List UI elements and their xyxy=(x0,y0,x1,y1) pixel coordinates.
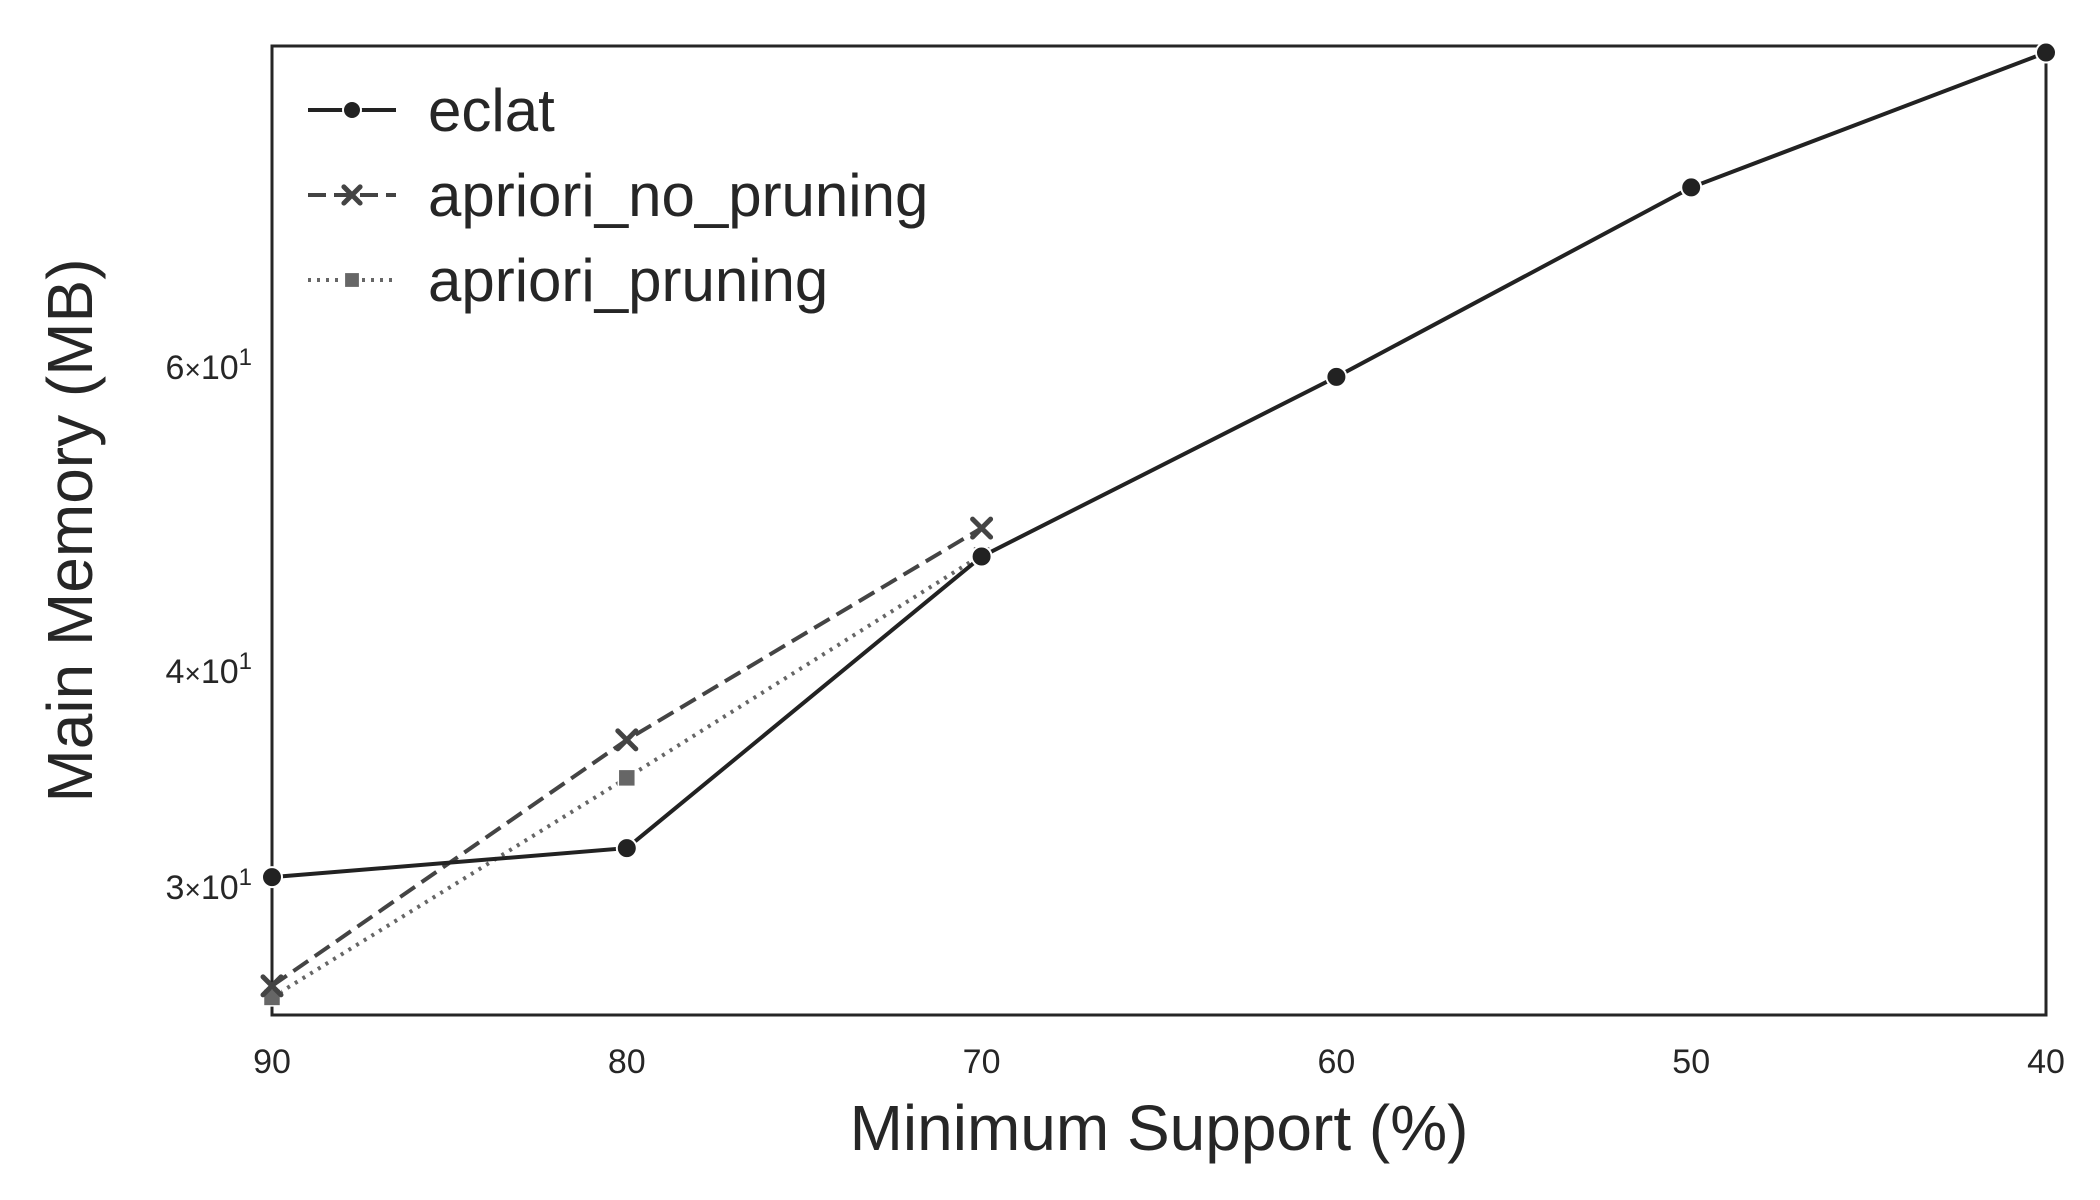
legend-label: eclat xyxy=(428,77,555,144)
y-tick-exponent: 1 xyxy=(239,344,252,371)
y-axis-label: Main Memory (MB) xyxy=(34,258,106,802)
x-tick-label: 60 xyxy=(1317,1043,1355,1081)
data-point xyxy=(342,100,362,120)
y-tick-mantissa: 4 xyxy=(166,653,185,691)
series-layer xyxy=(260,41,2057,1007)
y-tick-label: 4×101 xyxy=(166,648,252,691)
y-tick-mantissa: 6 xyxy=(166,349,185,387)
legend-item: apriori_pruning xyxy=(308,247,828,314)
data-point xyxy=(615,728,639,752)
data-point xyxy=(615,837,638,860)
series-line xyxy=(271,50,2047,880)
x-tick-label: 50 xyxy=(1672,1043,1710,1081)
legend-label: apriori_no_pruning xyxy=(428,162,928,229)
y-tick-times-sign: × xyxy=(184,874,200,905)
y-tick-times-sign: × xyxy=(184,354,200,385)
legend-item: eclat xyxy=(308,77,555,144)
x-axis-label: Minimum Support (%) xyxy=(850,1092,1469,1164)
series-eclat xyxy=(261,41,2057,889)
y-tick-label: 6×101 xyxy=(166,344,252,387)
y-tick-exponent: 1 xyxy=(239,648,252,675)
x-tick-label: 80 xyxy=(608,1043,646,1081)
data-point xyxy=(343,271,361,289)
series-apriori-no-pruning xyxy=(260,516,994,998)
data-point xyxy=(970,516,994,540)
data-point xyxy=(617,768,637,788)
y-tick-base: 10 xyxy=(201,349,239,387)
x-axis-ticks: 90 80 70 60 50 40 xyxy=(253,1043,2065,1081)
data-point xyxy=(970,545,993,568)
legend: eclat apriori_no_pruning apriori_pruning xyxy=(308,77,928,314)
plot-area xyxy=(260,41,2057,1017)
y-tick-mantissa: 3 xyxy=(166,869,185,907)
data-point xyxy=(1325,365,1348,388)
data-point xyxy=(1680,176,1703,199)
legend-item: apriori_no_pruning xyxy=(308,162,928,229)
x-tick-label: 70 xyxy=(963,1043,1001,1081)
data-point xyxy=(260,974,284,998)
data-point xyxy=(261,866,283,889)
data-point xyxy=(341,184,363,206)
data-point xyxy=(2035,41,2057,64)
x-tick-label: 40 xyxy=(2027,1043,2065,1081)
x-tick-label: 90 xyxy=(253,1043,291,1081)
legend-label: apriori_pruning xyxy=(428,247,828,314)
y-tick-base: 10 xyxy=(201,869,239,907)
y-tick-times-sign: × xyxy=(184,658,200,689)
y-tick-exponent: 1 xyxy=(239,864,252,891)
y-tick-label: 3×101 xyxy=(166,864,252,907)
y-tick-base: 10 xyxy=(201,653,239,691)
